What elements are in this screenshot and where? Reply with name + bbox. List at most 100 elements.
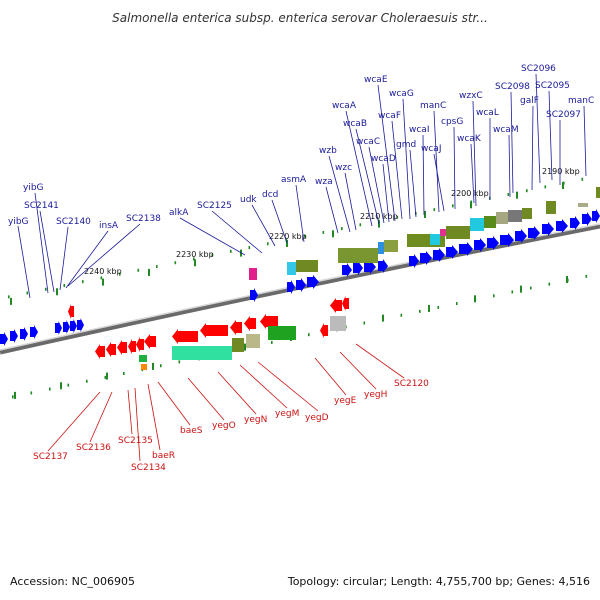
tick-mark [104,375,107,379]
tick-mark [544,185,547,189]
tick-mark [322,230,325,234]
feature-box [384,240,398,252]
gene-arrow [106,342,116,357]
gene-arrow [128,339,136,354]
gene-label: asmA [281,175,307,185]
tick-mark [248,246,251,250]
leader-line [328,155,351,233]
gene-arrow [230,320,242,335]
tick-mark [8,295,10,299]
leader-line [422,134,425,216]
feature-box [470,218,484,231]
gene-label: wcaM [493,125,519,135]
feature-box [546,201,556,214]
gene-label: yibG [23,183,44,193]
leader-line [271,199,288,244]
gene-label: yegD [305,413,329,423]
gene-label: wzc [335,163,352,173]
feature-box [141,364,147,370]
leader-line [17,225,31,299]
tick-mark [193,257,195,261]
tick-mark [100,276,103,280]
leader-line [409,149,417,218]
leader-line [39,210,55,293]
major-tick [148,268,150,276]
gene-label: SC2125 [197,201,232,211]
bottom-label-leaders [47,343,405,462]
major-tick [382,314,384,322]
gene-arrow [342,263,352,277]
gene-label: wcaK [457,134,482,144]
feature-box [484,216,496,228]
feature-box [338,248,378,263]
tick-mark [30,391,33,395]
feature-box [268,326,296,340]
major-tick [378,220,380,228]
leader-line [391,120,403,220]
tick-mark [581,177,584,181]
tick-mark [548,282,551,286]
feature-box [440,229,446,236]
major-tick [474,295,476,303]
tick-mark [396,215,399,219]
leader-line [470,143,475,204]
gene-label: SC2098 [495,82,530,92]
gene-label: wcaF [378,111,401,121]
gene-label: SC2135 [118,436,153,446]
feature-box [446,226,470,239]
major-tick [60,382,62,390]
gene-arrow [570,216,580,230]
leader-line [355,128,380,225]
leader-line [211,210,263,254]
tick-mark [437,305,440,309]
feature-box [430,234,440,245]
scale-label-2220: 2220 kbp [269,232,307,241]
major-tick [566,275,568,283]
gene-label: baeR [152,451,175,461]
leader-line [433,153,445,212]
leader-line [157,381,191,426]
top-label-leaders [17,73,587,299]
scale-label-2240: 2240 kbp [84,267,122,276]
leader-line [535,73,541,184]
gene-arrow [500,233,514,247]
gene-arrow [200,323,228,338]
tick-mark [511,290,514,294]
feature-boxes [139,187,600,370]
gene-label: SC2137 [33,452,68,462]
leader-line [217,371,257,415]
gene-label: yibG [8,217,29,227]
major-tick [244,343,246,351]
scale-labels: 2240 kbp 2230 kbp 2220 kbp 2210 kbp 2200… [84,167,580,276]
gene-label: yegM [275,409,299,419]
leader-line [47,391,101,452]
gene-label: udk [240,195,257,205]
gene-label: SC2097 [546,110,581,120]
tick-mark [156,265,158,269]
gene-label: yegO [212,421,236,431]
gene-arrow [70,319,77,333]
tick-mark [174,261,177,265]
gene-arrow [287,280,295,294]
genome-title: Salmonella enterica subsp. enterica sero… [112,11,488,25]
tick-mark [456,302,458,306]
scale-label-2230: 2230 kbp [176,250,214,259]
feature-box [287,262,296,275]
gene-label: yegE [334,396,357,406]
tick-mark [86,379,88,383]
tick-mark [530,286,532,290]
major-tick [562,181,564,189]
gene-label: SC2134 [131,463,166,473]
gene-label: gmd [396,140,416,150]
tick-mark [507,192,510,196]
gene-arrow [515,229,527,243]
gene-label: insA [99,221,119,231]
gene-label: wcaB [343,119,367,129]
major-tick [106,372,108,380]
gene-label: cpsG [441,117,463,127]
gene-label: alkA [169,208,189,218]
forward-strand-genes [0,209,600,346]
leader-line [453,126,456,210]
tick-mark [433,208,436,212]
